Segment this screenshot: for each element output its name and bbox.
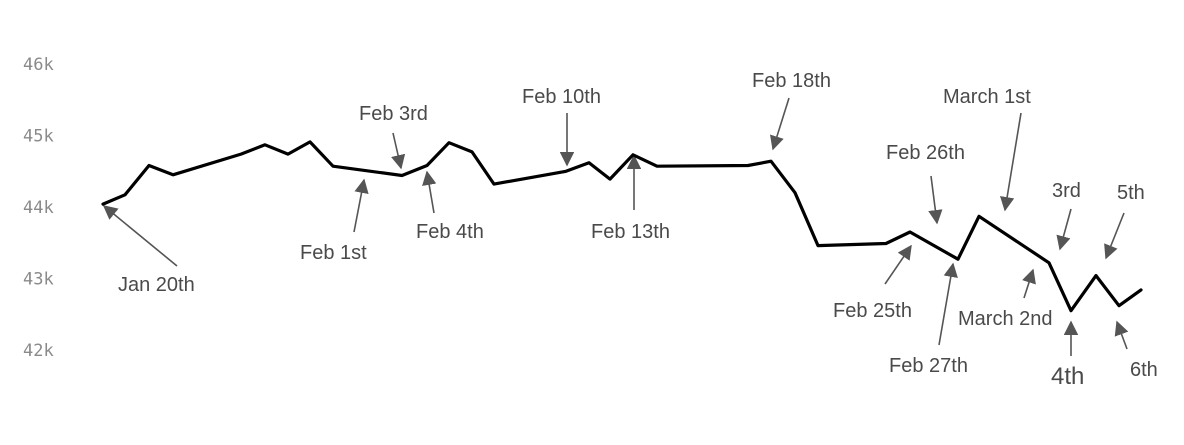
annotation-label: 3rd: [1052, 180, 1081, 202]
annotation-arrow: [1104, 212, 1125, 260]
annotation-label: Jan 20th: [118, 274, 195, 296]
series-line: [101, 140, 1143, 313]
annotation-label: Feb 10th: [522, 86, 601, 108]
annotation-arrow: [353, 178, 369, 233]
annotation-label: Feb 3rd: [359, 103, 428, 125]
y-tick-label: 42k: [23, 341, 54, 361]
y-tick-label: 44k: [23, 198, 54, 218]
annotation-label: Feb 13th: [591, 221, 670, 243]
annotation-label: 5th: [1117, 182, 1145, 204]
annotation-label: March 2nd: [958, 308, 1053, 330]
annotation-arrow: [938, 262, 958, 346]
y-axis-ticks: 46k 45k 44k 43k 42k: [23, 55, 54, 361]
y-tick-label: 46k: [23, 55, 54, 75]
annotation-arrow: [1022, 268, 1036, 299]
annotation-arrow: [1000, 112, 1022, 212]
annotation-arrow: [1114, 320, 1129, 350]
annotation-arrow: [102, 205, 178, 267]
annotation-label: Feb 25th: [833, 300, 912, 322]
annotation-label: 4th: [1051, 363, 1084, 390]
annotation-label: Feb 1st: [300, 242, 367, 264]
annotations: Jan 20th Feb 1st Feb 3rd Feb 4th Feb 10th Feb…: [102, 70, 1158, 390]
y-tick-label: 43k: [23, 270, 54, 290]
annotation-label: Feb 18th: [752, 70, 831, 92]
annotation-label: Feb 4th: [416, 221, 484, 243]
annotation-arrow: [1056, 208, 1072, 251]
annotation-label: 6th: [1130, 359, 1158, 381]
annotation-arrow: [884, 244, 912, 285]
annotation-arrow: [422, 170, 437, 214]
annotation-arrow: [391, 132, 406, 170]
annotation-label: Feb 26th: [886, 142, 965, 164]
annotation-label: Feb 27th: [889, 355, 968, 377]
y-tick-label: 45k: [23, 127, 54, 147]
annotation-arrow: [770, 97, 790, 151]
annotation-label: March 1st: [943, 86, 1031, 108]
annotation-arrow: [928, 175, 943, 225]
